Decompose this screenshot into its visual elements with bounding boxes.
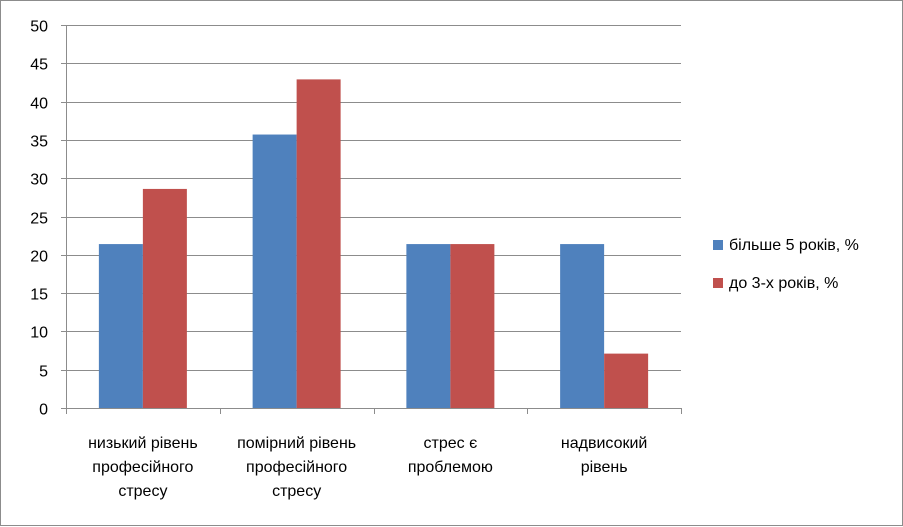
y-tick-label: 0	[39, 402, 48, 419]
y-tick-label: 15	[30, 287, 48, 304]
axes	[66, 25, 682, 414]
bar-series1-cat1	[98, 244, 143, 408]
bar-series2-cat1	[142, 188, 187, 408]
legend-label: більше 5 років, %	[729, 237, 859, 254]
y-tick-label: 30	[30, 172, 48, 189]
x-category-label: надвисокий рівень	[561, 435, 647, 476]
legend-swatch	[713, 278, 723, 288]
x-category-label-line: професійного	[246, 459, 347, 476]
y-tick-label: 35	[30, 134, 48, 151]
y-tick-label: 45	[30, 57, 48, 74]
x-category-label-line: стресу	[118, 483, 167, 500]
y-axis-ticks: 0 5 10 15 20 25 30 35 40 45 50	[30, 19, 66, 419]
bar-series2-cat2	[296, 79, 341, 409]
bars	[98, 79, 649, 409]
x-category-label: помірний рівень професійного стресу	[237, 435, 356, 500]
x-category-label-line: стрес є	[424, 435, 478, 452]
bar-series1-cat4	[560, 244, 605, 408]
legend-label: до 3-х років, %	[729, 275, 838, 292]
x-category-label-line: надвисокий	[561, 435, 647, 452]
x-category-label: стрес є проблемою	[408, 435, 493, 476]
category-labels: низький рівень професійного стресупомірний…	[88, 435, 647, 500]
x-category-label-line: стресу	[272, 483, 321, 500]
bar-series2-cat3	[450, 244, 495, 408]
y-tick-label: 50	[30, 19, 48, 36]
y-tick-label: 20	[30, 249, 48, 266]
x-category-label-line: проблемою	[408, 459, 493, 476]
x-category-label-line: низький рівень	[88, 435, 198, 452]
bar-series1-cat2	[252, 134, 297, 408]
x-category-label-line: рівень	[581, 459, 628, 476]
x-category-label: низький рівень професійного стресу	[88, 435, 198, 500]
x-category-label-line: помірний рівень	[237, 435, 356, 452]
x-category-label-line: професійного	[92, 459, 193, 476]
legend-swatch	[713, 240, 723, 250]
legend: більше 5 років, % до 3-х років, %	[713, 237, 859, 292]
y-tick-label: 40	[30, 96, 48, 113]
y-tick-label: 5	[39, 364, 48, 381]
y-tick-label: 10	[30, 325, 48, 342]
bar-series2-cat4	[604, 353, 649, 408]
bar-series1-cat3	[406, 244, 451, 408]
y-tick-label: 25	[30, 211, 48, 228]
